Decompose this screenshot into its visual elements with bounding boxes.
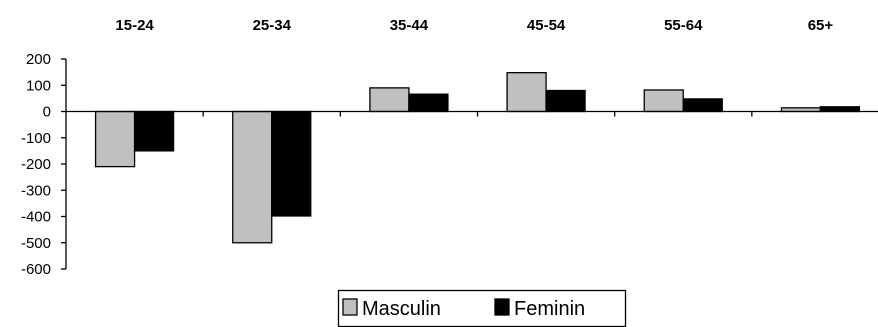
y-tick-label: 100	[26, 77, 51, 94]
legend-swatch	[342, 298, 358, 316]
bars	[94, 72, 861, 244]
category-label: 45-54	[527, 17, 566, 34]
x-axis	[66, 110, 878, 117]
y-tick-label: -100	[21, 130, 51, 147]
category-label: 65+	[808, 17, 834, 34]
y-tick-label: 0	[43, 104, 51, 121]
bar-feminin-45-54	[545, 89, 586, 113]
bar-masculin-55-64	[643, 89, 684, 113]
legend-label: Masculin	[362, 298, 441, 320]
legend: Masculin Feminin	[337, 289, 627, 327]
bar-masculin-35-44	[369, 87, 410, 113]
y-tick-label: -500	[21, 235, 51, 252]
bar-masculin-45-54	[506, 72, 547, 113]
y-axis: 200 100 0 -100 -200 -300 -400 -500 -600	[21, 51, 67, 278]
category-label: 35-44	[390, 17, 429, 34]
bar-feminin-15-24	[133, 110, 175, 152]
category-label: 15-24	[115, 17, 154, 34]
bar-feminin-25-34	[271, 110, 312, 217]
y-tick-label: -200	[21, 156, 51, 173]
bar-feminin-35-44	[408, 93, 449, 113]
y-tick-label: -300	[21, 182, 51, 199]
bar-feminin-55-64	[682, 98, 723, 113]
bar-masculin-25-34	[232, 110, 273, 244]
category-label: 55-64	[664, 17, 703, 34]
bar-feminin-65+	[819, 106, 861, 113]
category-labels: 15-24 25-34 35-44 45-54 55-64 65+	[115, 17, 833, 34]
bar-masculin-15-24	[94, 110, 136, 168]
category-label: 25-34	[253, 17, 292, 34]
legend-swatch	[494, 298, 510, 316]
y-tick-label: -600	[21, 261, 51, 278]
y-tick-label: -400	[21, 209, 51, 226]
legend-label: Feminin	[514, 298, 585, 320]
y-tick-label: 200	[26, 51, 51, 68]
